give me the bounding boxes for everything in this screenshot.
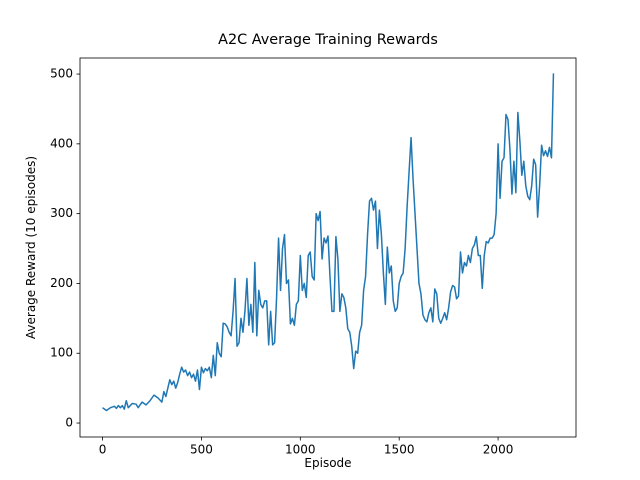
- y-axis-label: Average Reward (10 episodes): [24, 156, 38, 339]
- y-tick-label: 500: [50, 67, 73, 81]
- chart-title: A2C Average Training Rewards: [218, 32, 438, 48]
- plot-frame: [79, 57, 577, 438]
- x-tick-label: 2000: [483, 443, 514, 457]
- y-tick-label: 400: [50, 136, 73, 150]
- x-tick-label: 0: [99, 443, 107, 457]
- y-tick-label: 0: [65, 416, 73, 430]
- x-tick-label: 1500: [384, 443, 415, 457]
- y-tick-label: 300: [50, 206, 73, 220]
- data-line: [102, 73, 555, 412]
- y-tick-label: 200: [50, 276, 73, 290]
- x-tick-label: 500: [190, 443, 213, 457]
- x-axis-label: Episode: [304, 456, 351, 470]
- x-tick-label: 1000: [285, 443, 316, 457]
- y-tick-label: 100: [50, 346, 73, 360]
